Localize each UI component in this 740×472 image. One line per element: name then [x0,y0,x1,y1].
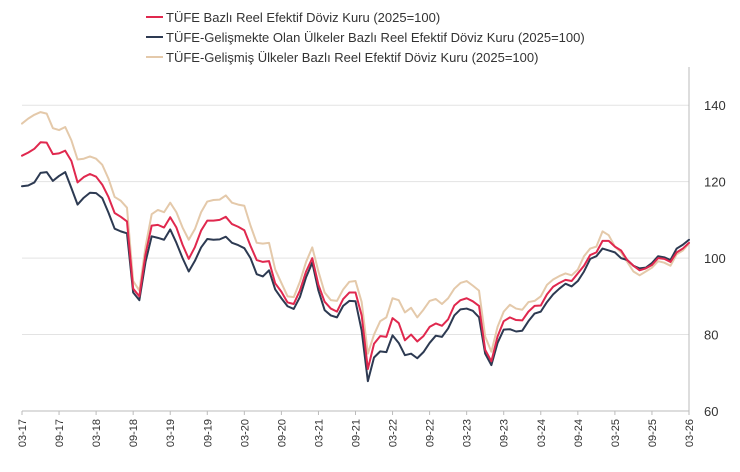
x-tick-label: 09-21 [351,419,363,447]
axes [22,67,690,412]
y-tick-label: 140 [704,98,726,113]
x-tick-label: 03-24 [536,419,548,447]
series-line-gelismekte [21,171,690,383]
x-tick-label: 09-25 [647,419,659,447]
legend: TÜFE Bazlı Reel Efektif Döviz Kuru (2025… [146,10,585,65]
x-tick-label: 03-26 [684,419,696,447]
legend-label-tufe: TÜFE Bazlı Reel Efektif Döviz Kuru (2025… [166,10,440,25]
x-tick-label: 03-23 [462,419,474,447]
series-lines [21,111,690,383]
x-tick-label: 03-20 [239,419,251,447]
x-tick-label: 09-17 [54,419,66,447]
x-tick-label: 03-21 [313,419,325,447]
legend-label-gelismis: TÜFE-Gelişmiş Ülkeler Bazlı Reel Efektif… [166,50,538,65]
series-line-tufe [21,141,690,370]
x-tick-label: 09-18 [128,419,140,447]
x-tick-label: 09-22 [425,419,437,447]
x-tick-label: 09-19 [202,419,214,447]
y-tick-label: 100 [704,251,726,266]
x-tick-label: 09-24 [573,419,585,447]
x-tick-label: 03-19 [165,419,177,447]
x-tick-label: 03-17 [17,419,29,447]
x-tick-label: 09-23 [499,419,511,447]
y-tick-label: 120 [704,175,726,190]
series-line-gelismis [21,111,690,355]
x-axis-ticks: 03-17 09-17 03-18 09-18 03-19 09-19 03-20 09-20… [17,411,696,447]
legend-label-gelismekte: TÜFE-Gelişmekte Olan Ülkeler Bazlı Reel … [166,30,585,45]
x-tick-label: 09-20 [276,419,288,447]
gridlines [22,104,689,336]
y-axis-ticks: 60 80 100 120 140 [704,98,726,419]
x-tick-label: 03-25 [610,419,622,447]
x-tick-label: 03-22 [388,419,400,447]
y-tick-label: 60 [704,404,718,419]
y-tick-label: 80 [704,328,718,343]
x-tick-label: 03-18 [91,419,103,447]
